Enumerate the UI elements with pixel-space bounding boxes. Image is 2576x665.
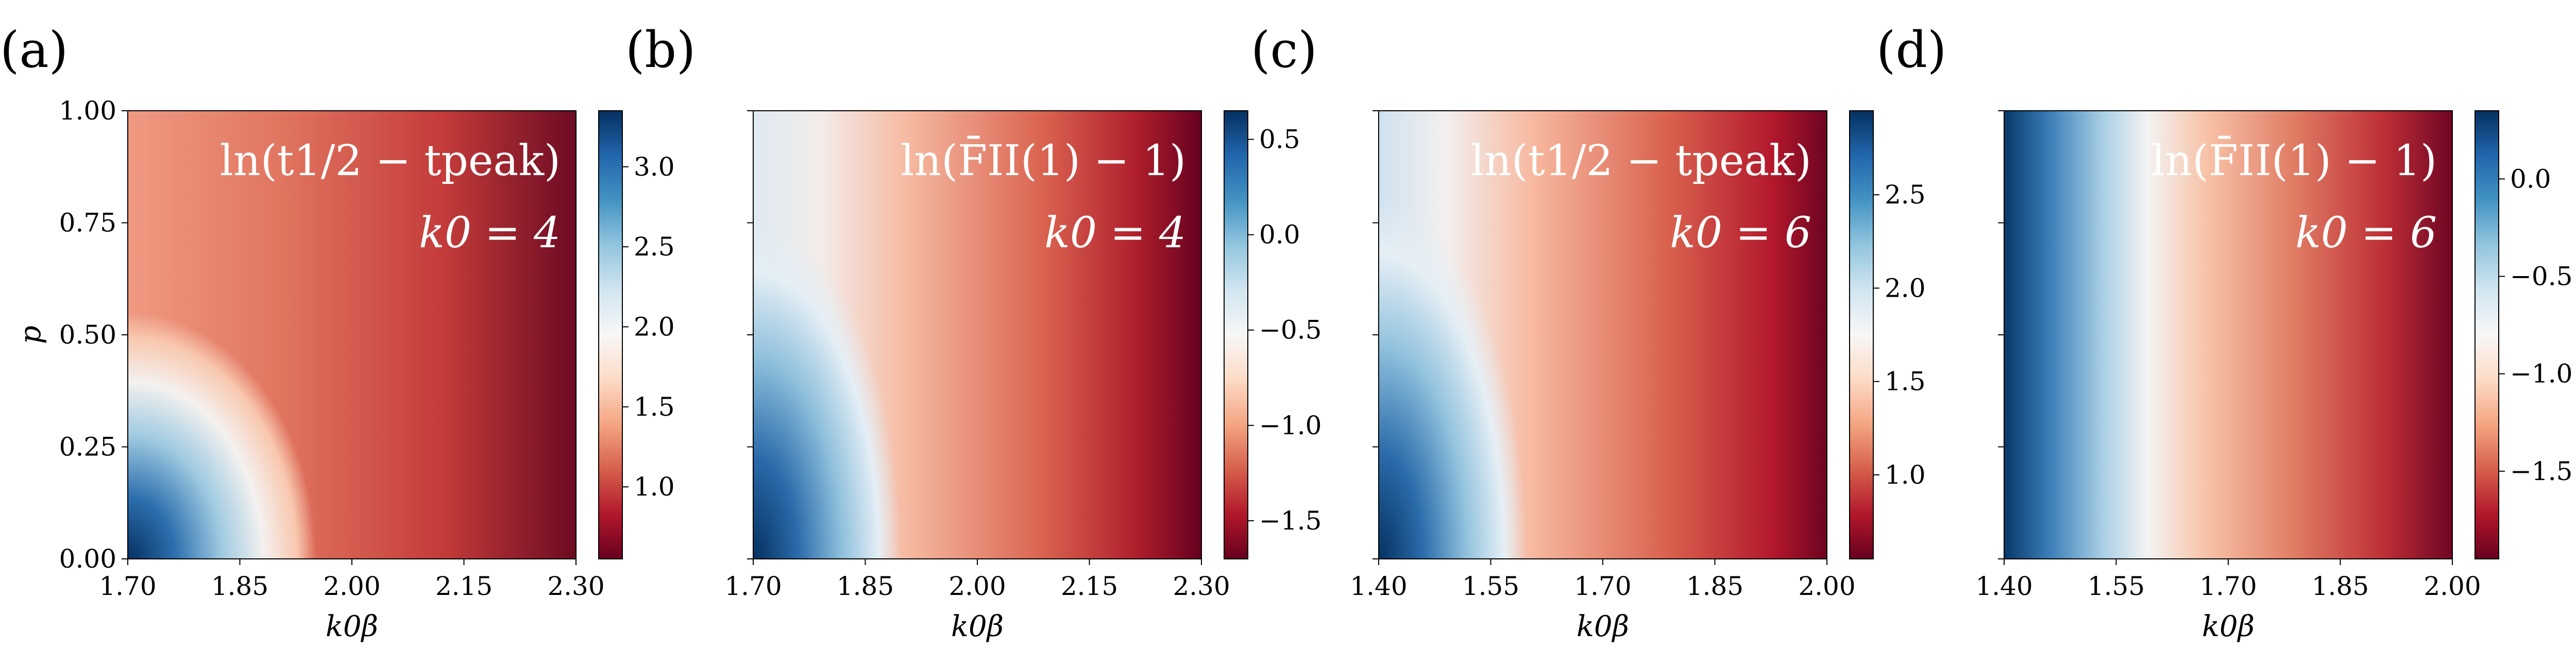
colorbar-tick-label: 1.0	[1885, 460, 1926, 490]
x-tick-label: 2.00	[2424, 571, 2481, 601]
colorbar-tick-label: 1.5	[634, 392, 675, 422]
annotation-param: k0 = 4	[1044, 209, 1186, 258]
x-tick-label: 2.00	[1798, 571, 1855, 601]
colorbar-tick-label: 2.5	[1885, 180, 1926, 210]
panel-label: (b)	[625, 21, 696, 79]
x-tick-label: 1.70	[99, 571, 156, 601]
x-tick-label: 1.40	[1975, 571, 2032, 601]
x-tick-label: 2.00	[948, 571, 1006, 601]
annotation-quantity: ln(t1/2 − tpeak)	[220, 137, 561, 185]
colorbar-tick-label: 2.0	[634, 312, 675, 342]
colorbar	[2475, 110, 2499, 559]
colorbar	[598, 110, 623, 559]
annotation-param: k0 = 6	[2295, 209, 2437, 258]
colorbar	[1224, 110, 1248, 559]
x-tick-label: 1.85	[2312, 571, 2369, 601]
colorbar-tick-label: 1.0	[634, 472, 675, 502]
y-tick-label: 1.00	[59, 96, 116, 126]
heatmap-blue-region	[753, 111, 1201, 559]
panel-label: (a)	[0, 21, 68, 79]
panel-label: (d)	[1876, 21, 1946, 79]
colorbar-tick-label: 2.0	[1885, 273, 1926, 303]
colorbar-tick-label: −1.5	[1259, 506, 1321, 536]
heatmap-blue-region	[1379, 111, 1827, 559]
x-tick-label: 1.55	[2088, 571, 2145, 601]
x-axis-label: k0β	[326, 610, 378, 643]
x-tick-label: 2.15	[1061, 571, 1118, 601]
colorbar-tick-label: 0.0	[1259, 220, 1300, 250]
annotation-quantity: ln(F̄II(1) − 1)	[901, 135, 1186, 185]
annotation-quantity: ln(t1/2 − tpeak)	[1471, 137, 1811, 185]
colorbar-tick-label: −1.0	[1259, 411, 1321, 440]
x-axis-label: k0β	[2202, 610, 2255, 643]
y-tick-label: 0.25	[59, 432, 116, 462]
annotation-quantity: ln(F̄II(1) − 1)	[2151, 135, 2437, 185]
panel-label: (c)	[1251, 21, 1317, 79]
x-tick-label: 1.85	[837, 571, 894, 601]
panel-a: (a) ln(t1/2 − tpeak) k0 = 4 1.70 1.85 2.00 2.1…	[0, 21, 675, 643]
heatmap-field	[2004, 111, 2452, 559]
colorbar-tick-label: −0.5	[1259, 315, 1321, 345]
x-tick-label: 2.15	[435, 571, 493, 601]
panel-b: (b) ln(F̄II(1) − 1) k0 = 4 1.70 1.85 2.00 2.15…	[625, 21, 1321, 643]
x-tick-label: 1.85	[1686, 571, 1743, 601]
x-tick-label: 1.85	[211, 571, 268, 601]
annotation-param: k0 = 6	[1670, 209, 1811, 258]
colorbar-tick-label: 3.0	[634, 152, 675, 182]
x-tick-label: 1.70	[1574, 571, 1631, 601]
colorbar-tick-label: −1.5	[2510, 456, 2572, 486]
annotation-param: k0 = 4	[419, 209, 561, 258]
x-tick-label: 2.30	[547, 571, 604, 601]
x-tick-label: 1.55	[1462, 571, 1519, 601]
panel-c: (c) ln(t1/2 − tpeak) k0 = 6 1.40 1.55 1.70 1.8…	[1251, 21, 1926, 643]
colorbar	[1849, 110, 1874, 559]
panel-d: (d) ln(F̄II(1) − 1) k0 = 6 1.40 1.55 1.70 1.85…	[1876, 21, 2572, 643]
colorbar-tick-label: 0.5	[1259, 125, 1300, 155]
colorbar-tick-label: 1.5	[1885, 367, 1926, 397]
x-tick-label: 2.00	[323, 571, 380, 601]
colorbar-tick-label: −0.5	[2510, 262, 2572, 292]
x-tick-label: 1.70	[724, 571, 782, 601]
x-tick-label: 1.70	[2199, 571, 2257, 601]
y-axis-label: p	[14, 326, 47, 344]
y-tick-label: 0.75	[59, 208, 116, 238]
heatmap-blue-region	[128, 111, 576, 559]
y-tick-label: 0.50	[59, 320, 116, 350]
x-axis-label: k0β	[951, 610, 1004, 643]
colorbar-tick-label: 2.5	[634, 232, 675, 262]
y-tick-label: 0.00	[59, 544, 116, 574]
x-axis-label: k0β	[1577, 610, 1629, 643]
colorbar-tick-label: −1.0	[2510, 359, 2572, 389]
x-tick-label: 2.30	[1173, 571, 1230, 601]
colorbar-tick-label: 0.0	[2510, 164, 2551, 194]
x-tick-label: 1.40	[1350, 571, 1407, 601]
